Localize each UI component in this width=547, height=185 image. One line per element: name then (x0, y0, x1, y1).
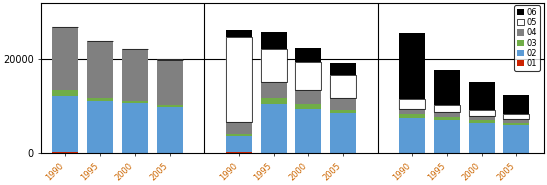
Bar (503, 114, 529, 119)
Bar (260, 82, 287, 98)
Bar (295, 109, 321, 153)
Bar (399, 33, 426, 99)
Bar (503, 119, 529, 123)
Bar (87, 101, 113, 153)
Bar (295, 62, 321, 90)
Bar (260, 49, 287, 82)
Bar (226, 134, 252, 136)
Bar (156, 60, 183, 105)
Bar (53, 90, 78, 96)
Bar (503, 125, 529, 153)
Bar (53, 96, 78, 152)
Bar (503, 95, 529, 114)
Bar (434, 105, 460, 112)
Bar (399, 109, 426, 114)
Bar (330, 63, 356, 75)
Bar (295, 62, 321, 90)
Bar (87, 41, 113, 98)
Bar (399, 99, 426, 109)
Bar (156, 105, 183, 107)
Bar (330, 75, 356, 98)
Bar (295, 90, 321, 104)
Bar (469, 82, 495, 110)
Bar (260, 49, 287, 82)
Bar (469, 116, 495, 120)
Bar (503, 114, 529, 119)
Legend: 06, 05, 04, 03, 02, 01: 06, 05, 04, 03, 02, 01 (514, 5, 540, 71)
Bar (434, 120, 460, 153)
Bar (53, 152, 78, 153)
Bar (330, 110, 356, 113)
Bar (434, 112, 460, 117)
Bar (330, 75, 356, 98)
Bar (122, 103, 148, 153)
Bar (295, 48, 321, 62)
Bar (260, 32, 287, 49)
Bar (226, 30, 252, 37)
Bar (53, 27, 78, 90)
Bar (434, 117, 460, 120)
Bar (399, 118, 426, 153)
Bar (469, 123, 495, 153)
Bar (260, 104, 287, 153)
Bar (226, 122, 252, 134)
Bar (399, 99, 426, 109)
Bar (226, 136, 252, 152)
Bar (260, 98, 287, 104)
Bar (87, 98, 113, 101)
Bar (469, 120, 495, 123)
Bar (122, 101, 148, 103)
Bar (469, 110, 495, 116)
Bar (330, 98, 356, 110)
Bar (226, 152, 252, 153)
Bar (156, 107, 183, 153)
Bar (330, 113, 356, 153)
Bar (295, 104, 321, 109)
Bar (434, 105, 460, 112)
Bar (399, 114, 426, 118)
Bar (226, 37, 252, 122)
Bar (434, 70, 460, 105)
Bar (469, 110, 495, 116)
Bar (226, 37, 252, 122)
Bar (122, 49, 148, 101)
Bar (503, 123, 529, 125)
